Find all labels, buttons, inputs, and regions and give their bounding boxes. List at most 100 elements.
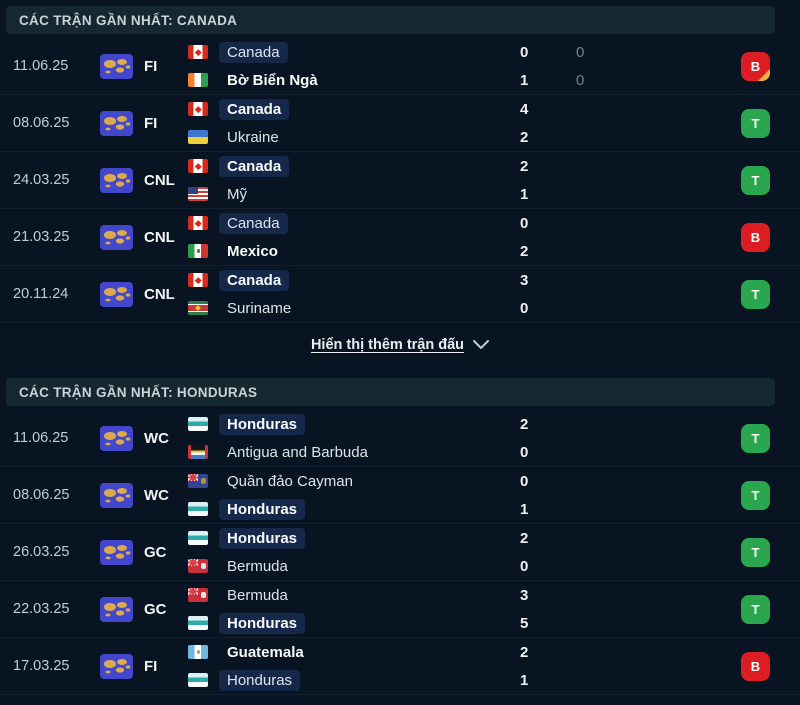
away-score: 0 bbox=[520, 443, 529, 461]
home-score: 2 bbox=[520, 157, 529, 175]
team-name[interactable]: Honduras bbox=[219, 669, 301, 691]
honduras-flag-icon bbox=[188, 417, 208, 431]
show-more-area: Hiển thị thêm trận đấu bbox=[0, 323, 800, 366]
competition-cell: CNL bbox=[100, 281, 188, 307]
result-badge: T bbox=[741, 423, 770, 453]
result-letter: T bbox=[751, 172, 760, 188]
world-competition-icon bbox=[100, 281, 133, 307]
secondary-score-column bbox=[554, 212, 624, 263]
result-letter: T bbox=[751, 115, 760, 131]
away-score: 1 bbox=[520, 671, 529, 689]
recent-matches-panel: CÁC TRẬN GẦN NHẤT: CANADA 11.06.25 FI Ca… bbox=[0, 6, 800, 695]
home-team-line: Canada bbox=[188, 155, 508, 178]
secondary-score-column bbox=[554, 470, 624, 521]
match-row[interactable]: 11.06.25 FI Canada Bờ Biển Ngà bbox=[0, 38, 800, 95]
fulltime-score-column: 2 1 bbox=[508, 155, 554, 206]
guatemala-flag-icon bbox=[188, 645, 208, 659]
team-name[interactable]: Ukraine bbox=[227, 128, 279, 146]
show-more-link[interactable]: Hiển thị thêm trận đấu bbox=[311, 337, 490, 353]
team-name[interactable]: Canada bbox=[219, 269, 290, 291]
fulltime-score-column: 0 1 bbox=[508, 470, 554, 521]
team-name[interactable]: Bermuda bbox=[227, 586, 288, 604]
team-name[interactable]: Guatemala bbox=[227, 643, 304, 661]
section-header: CÁC TRẬN GẦN NHẤT: CANADA bbox=[6, 6, 775, 34]
match-row[interactable]: 26.03.25 GC Honduras Bermuda bbox=[0, 524, 800, 581]
home-score: 2 bbox=[520, 643, 529, 661]
result-letter: B bbox=[750, 658, 761, 674]
team-name[interactable]: Bờ Biển Ngà bbox=[227, 71, 318, 89]
away-score: 2 bbox=[520, 242, 529, 260]
match-row[interactable]: 24.03.25 CNL Canada Mỹ bbox=[0, 152, 800, 209]
team-name[interactable]: Honduras bbox=[219, 612, 306, 634]
away-team-line: Bermuda bbox=[188, 555, 508, 578]
result-badge: B bbox=[741, 651, 770, 681]
team-name[interactable]: Canada bbox=[219, 155, 290, 177]
away-team-line: Mỹ bbox=[188, 183, 508, 206]
team-name[interactable]: Canada bbox=[219, 98, 290, 120]
team-name[interactable]: Quần đảo Cayman bbox=[227, 472, 353, 490]
away-secondary-score: 0 bbox=[576, 71, 585, 89]
competition-code: FI bbox=[144, 114, 158, 132]
home-secondary-score bbox=[554, 98, 624, 121]
match-row[interactable]: 20.11.24 CNL Canada Suriname bbox=[0, 266, 800, 323]
competition-code: CNL bbox=[144, 171, 175, 189]
home-score: 0 bbox=[520, 472, 529, 490]
recent-matches-section: CÁC TRẬN GẦN NHẤT: HONDURAS 11.06.25 WC … bbox=[0, 378, 800, 695]
result-letter: T bbox=[751, 430, 760, 446]
competition-code: WC bbox=[144, 486, 169, 504]
home-score: 2 bbox=[520, 415, 529, 433]
match-row[interactable]: 21.03.25 CNL Canada Mexico bbox=[0, 209, 800, 266]
fulltime-score-column: 4 2 bbox=[508, 98, 554, 149]
match-row[interactable]: 08.06.25 WC Quần đảo Cayman Honduras bbox=[0, 467, 800, 524]
result-cell: T bbox=[624, 480, 770, 510]
away-secondary-score bbox=[554, 669, 624, 692]
team-name[interactable]: Honduras bbox=[219, 413, 306, 435]
antigua-flag-icon bbox=[188, 445, 208, 459]
home-team-line: Honduras bbox=[188, 413, 508, 436]
away-team-line: Honduras bbox=[188, 612, 508, 635]
team-name[interactable]: Bermuda bbox=[227, 557, 288, 575]
competition-code: GC bbox=[144, 543, 167, 561]
home-team-line: Honduras bbox=[188, 527, 508, 550]
home-secondary-score bbox=[554, 584, 624, 607]
match-row[interactable]: 11.06.25 WC Honduras Antigua and Barb bbox=[0, 410, 800, 467]
team-name[interactable]: Canada bbox=[219, 41, 288, 63]
result-badge: T bbox=[741, 165, 770, 195]
away-secondary-score bbox=[554, 183, 624, 206]
result-letter: B bbox=[750, 229, 761, 245]
world-competition-icon bbox=[100, 167, 133, 193]
home-score: 0 bbox=[520, 43, 529, 61]
team-name[interactable]: Mexico bbox=[227, 242, 278, 260]
secondary-score-column bbox=[554, 641, 624, 692]
away-team-line: Bờ Biển Ngà bbox=[188, 69, 508, 92]
chevron-down-icon bbox=[473, 340, 490, 349]
home-secondary-score bbox=[554, 269, 624, 292]
team-name[interactable]: Honduras bbox=[219, 498, 306, 520]
world-competition-icon bbox=[100, 425, 133, 451]
match-row[interactable]: 22.03.25 GC Bermuda Honduras bbox=[0, 581, 800, 638]
result-cell: T bbox=[624, 165, 770, 195]
fulltime-score-column: 0 2 bbox=[508, 212, 554, 263]
match-date: 22.03.25 bbox=[13, 601, 70, 617]
team-name[interactable]: Canada bbox=[219, 212, 288, 234]
team-name[interactable]: Honduras bbox=[219, 527, 306, 549]
team-name[interactable]: Mỹ bbox=[227, 185, 247, 203]
result-cell: B bbox=[624, 51, 770, 81]
result-letter: B bbox=[750, 58, 761, 74]
team-name[interactable]: Antigua and Barbuda bbox=[227, 443, 368, 461]
team-name[interactable]: Suriname bbox=[227, 299, 292, 317]
world-competition-icon bbox=[100, 53, 133, 79]
match-row[interactable]: 17.03.25 FI Guatemala Honduras bbox=[0, 638, 800, 695]
teams-column: Canada Mỹ bbox=[188, 155, 508, 206]
match-row[interactable]: 08.06.25 FI Canada Ukraine bbox=[0, 95, 800, 152]
teams-column: Honduras Bermuda bbox=[188, 527, 508, 578]
away-secondary-score bbox=[554, 297, 624, 320]
fulltime-score-column: 3 0 bbox=[508, 269, 554, 320]
home-score: 3 bbox=[520, 586, 529, 604]
teams-column: Bermuda Honduras bbox=[188, 584, 508, 635]
result-letter: T bbox=[751, 601, 760, 617]
away-team-line: Antigua and Barbuda bbox=[188, 441, 508, 464]
bermuda-flag-icon bbox=[188, 588, 208, 602]
result-letter: T bbox=[751, 544, 760, 560]
secondary-score-column: 0 0 bbox=[554, 41, 624, 92]
